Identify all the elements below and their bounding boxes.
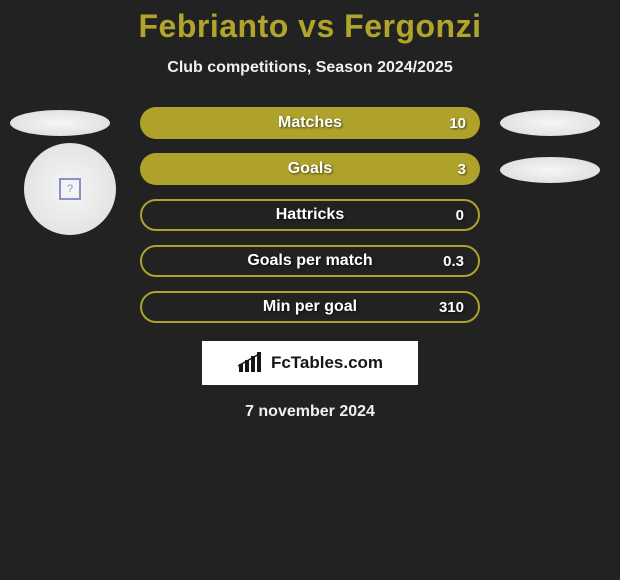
stat-bar: Hattricks 0 (140, 199, 480, 231)
stat-value: 0.3 (443, 253, 464, 270)
stat-value: 0 (456, 207, 464, 224)
subtitle: Club competitions, Season 2024/2025 (0, 59, 620, 77)
comparison-widget: Febrianto vs Fergonzi Club competitions,… (0, 0, 620, 421)
avatar-placeholder-right (500, 157, 600, 183)
stat-label: Goals (288, 160, 332, 178)
stat-row: Goals per match 0.3 (0, 245, 620, 277)
stat-bar: Goals 3 (140, 153, 480, 185)
stat-value: 3 (458, 161, 466, 178)
stat-row: Min per goal 310 (0, 291, 620, 323)
avatar-placeholder-right (500, 110, 600, 136)
stat-row: Matches 10 (0, 107, 620, 139)
page-title: Febrianto vs Fergonzi (0, 8, 620, 45)
stat-bar: Goals per match 0.3 (140, 245, 480, 277)
stat-label: Min per goal (263, 298, 357, 316)
stat-row: ? Goals 3 (0, 153, 620, 185)
stat-value: 310 (439, 299, 464, 316)
missing-image-icon: ? (59, 178, 81, 200)
stat-label: Hattricks (276, 206, 344, 224)
logo-text: FcTables.com (271, 353, 383, 373)
bar-chart-icon (237, 352, 267, 374)
stat-label: Matches (278, 114, 342, 132)
stat-bar: Min per goal 310 (140, 291, 480, 323)
stat-label: Goals per match (247, 252, 372, 270)
avatar-placeholder-left (10, 110, 110, 136)
date-label: 7 november 2024 (0, 403, 620, 421)
stat-value: 10 (449, 115, 466, 132)
fctables-logo[interactable]: FcTables.com (202, 341, 418, 385)
stat-row: Hattricks 0 (0, 199, 620, 231)
stat-bar: Matches 10 (140, 107, 480, 139)
stats-block: Matches 10 ? Goals 3 Hattricks 0 Goals p… (0, 107, 620, 323)
